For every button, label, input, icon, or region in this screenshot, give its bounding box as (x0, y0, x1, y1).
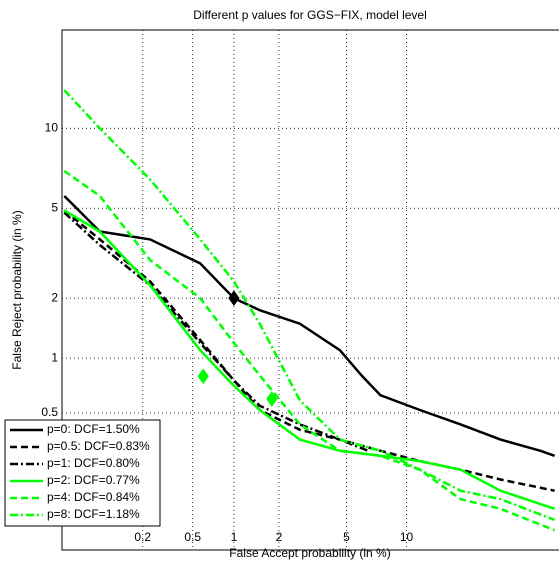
det-curve (63, 195, 556, 457)
legend-box (4, 419, 161, 527)
y-tick-label: 10 (45, 120, 59, 134)
dcf-marker (197, 368, 209, 385)
x-tick-label: 5 (343, 530, 350, 544)
x-tick-label: 10 (400, 530, 414, 544)
x-tick-label: 1 (231, 530, 238, 544)
y-tick-label: 2 (51, 290, 58, 304)
y-tick-label: 0.5 (41, 405, 58, 419)
legend-label: p=0.5: DCF=0.83% (47, 439, 150, 453)
det-curve (63, 209, 555, 510)
axis-frame (61, 29, 559, 551)
dcf-marker (228, 290, 240, 307)
x-tick-label: 0.5 (184, 530, 201, 544)
det-curve (63, 169, 556, 532)
legend-label: p=2: DCF=0.77% (47, 473, 140, 487)
det-curve (63, 89, 556, 522)
det-curve (63, 211, 369, 452)
legend-label: p=0: DCF=1.50% (47, 422, 140, 436)
dcf-marker (266, 391, 278, 407)
y-tick-label: 1 (51, 350, 58, 364)
legend-label: p=8: DCF=1.18% (47, 507, 140, 521)
plot-area (63, 89, 556, 532)
x-axis-label: False Accept probability (in %) (229, 546, 390, 560)
y-tick-label: 5 (51, 200, 58, 214)
legend-label: p=4: DCF=0.84% (47, 490, 140, 504)
x-tick-label: 0.2 (134, 530, 151, 544)
x-tick-label: 2 (276, 530, 283, 544)
legend-label: p=1: DCF=0.80% (47, 456, 140, 470)
y-axis-label: False Reject probability (in %) (10, 210, 24, 369)
chart-title: Different p values for GGS−FIX, model le… (193, 8, 427, 22)
